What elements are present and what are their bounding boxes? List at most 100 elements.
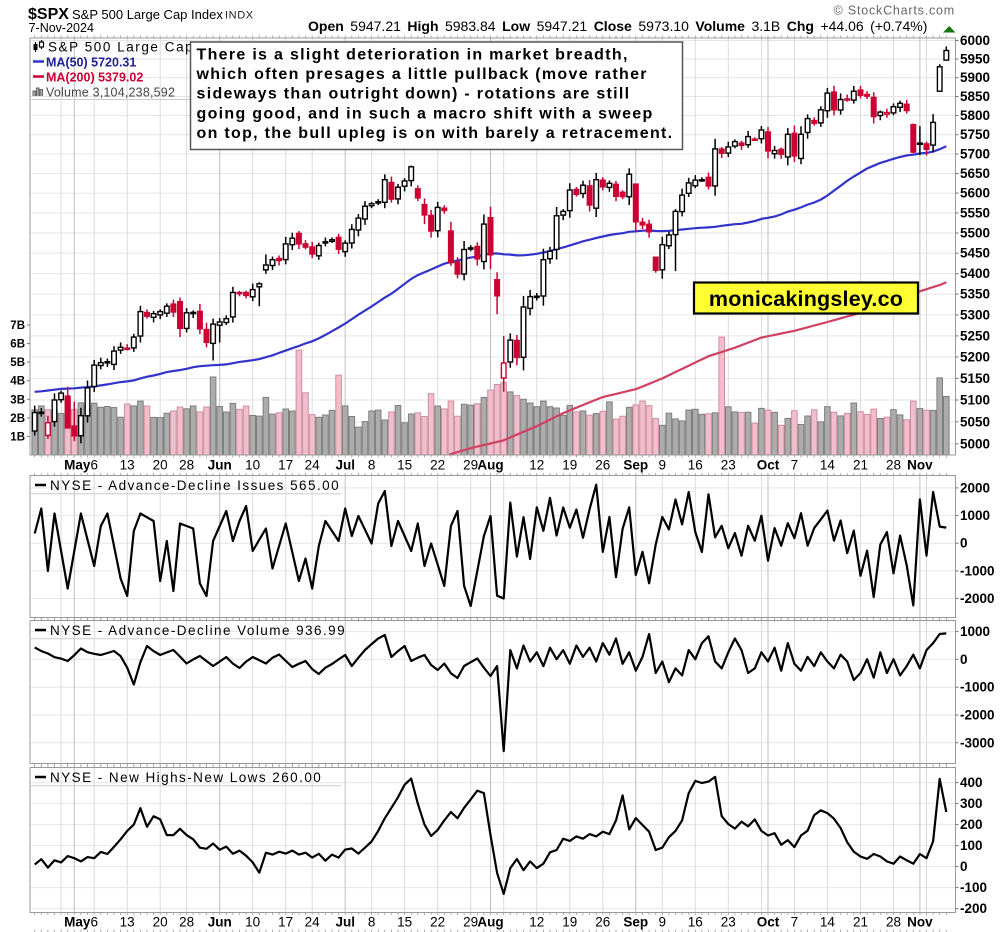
svg-text:29: 29 bbox=[463, 915, 478, 930]
svg-text:6: 6 bbox=[90, 915, 98, 930]
svg-text:24: 24 bbox=[305, 915, 321, 930]
svg-text:5000: 5000 bbox=[960, 436, 990, 451]
svg-text:10: 10 bbox=[245, 458, 260, 473]
svg-text:5600: 5600 bbox=[960, 186, 990, 201]
svg-text:5650: 5650 bbox=[960, 166, 990, 181]
svg-text:5900: 5900 bbox=[960, 70, 990, 85]
svg-text:0: 0 bbox=[960, 859, 968, 874]
svg-text:22: 22 bbox=[430, 458, 445, 473]
svg-text:6: 6 bbox=[90, 458, 98, 473]
svg-text:5150: 5150 bbox=[960, 371, 990, 386]
svg-text:Open 5947.21 High 5983.84 Lo: Open 5947.21 High 5983.84 Low 5947.21 Cl… bbox=[308, 18, 927, 34]
svg-text:2000: 2000 bbox=[960, 480, 990, 495]
svg-text:sideways than outright down) -: sideways than outright down) - rotations… bbox=[197, 86, 631, 103]
svg-text:© StockCharts.com: © StockCharts.com bbox=[834, 4, 955, 18]
svg-text:Jun: Jun bbox=[208, 915, 232, 930]
svg-text:17: 17 bbox=[278, 915, 293, 930]
svg-text:Jul: Jul bbox=[335, 458, 355, 473]
svg-text:5300: 5300 bbox=[960, 307, 990, 322]
svg-text:6000: 6000 bbox=[960, 33, 990, 48]
svg-text:Oct: Oct bbox=[757, 915, 780, 930]
svg-text:300: 300 bbox=[960, 796, 983, 811]
svg-text:14: 14 bbox=[820, 915, 836, 930]
svg-text:22: 22 bbox=[430, 915, 445, 930]
svg-text:15: 15 bbox=[397, 915, 412, 930]
svg-text:12: 12 bbox=[529, 458, 544, 473]
svg-text:4B: 4B bbox=[10, 376, 25, 388]
svg-text:7B: 7B bbox=[10, 320, 25, 332]
svg-text:8: 8 bbox=[368, 915, 376, 930]
svg-text:17: 17 bbox=[278, 458, 293, 473]
svg-text:5100: 5100 bbox=[960, 393, 990, 408]
svg-text:1000: 1000 bbox=[960, 508, 990, 523]
svg-text:MA(200) 5379.02: MA(200) 5379.02 bbox=[46, 71, 143, 85]
svg-text:5450: 5450 bbox=[960, 246, 990, 261]
svg-text:$SPX: $SPX bbox=[28, 6, 69, 23]
svg-text:21: 21 bbox=[853, 458, 868, 473]
svg-text:9: 9 bbox=[659, 458, 667, 473]
svg-text:There is a slight deterioratio: There is a slight deterioration in marke… bbox=[197, 47, 629, 64]
svg-text:Aug: Aug bbox=[477, 458, 503, 473]
svg-text:26: 26 bbox=[595, 915, 610, 930]
svg-text:24: 24 bbox=[305, 458, 321, 473]
svg-text:28: 28 bbox=[886, 458, 901, 473]
svg-text:19: 19 bbox=[562, 915, 577, 930]
svg-text:200: 200 bbox=[960, 817, 983, 832]
svg-text:-200: -200 bbox=[960, 901, 987, 916]
svg-text:2B: 2B bbox=[10, 413, 25, 425]
svg-text:INDX: INDX bbox=[225, 10, 254, 22]
svg-text:5400: 5400 bbox=[960, 266, 990, 281]
svg-text:5850: 5850 bbox=[960, 89, 990, 104]
svg-text:12: 12 bbox=[529, 915, 544, 930]
svg-text:5200: 5200 bbox=[960, 350, 990, 365]
svg-text:monicakingsley.co: monicakingsley.co bbox=[709, 287, 903, 311]
svg-text:Nov: Nov bbox=[907, 915, 933, 930]
svg-text:13: 13 bbox=[120, 915, 135, 930]
svg-text:S&P 500 Large Cap In: S&P 500 Large Cap In bbox=[48, 40, 214, 55]
svg-text:Volume 3,104,238,592: Volume 3,104,238,592 bbox=[46, 86, 175, 100]
svg-text:29: 29 bbox=[463, 458, 478, 473]
svg-text:14: 14 bbox=[820, 458, 836, 473]
svg-text:on top, the bull upleg is on w: on top, the bull upleg is on with barely… bbox=[197, 125, 674, 142]
svg-text:5750: 5750 bbox=[960, 127, 990, 142]
svg-text:26: 26 bbox=[595, 458, 610, 473]
svg-text:7: 7 bbox=[791, 458, 799, 473]
svg-text:0: 0 bbox=[960, 652, 968, 667]
svg-text:9: 9 bbox=[659, 915, 667, 930]
svg-text:-1000: -1000 bbox=[960, 680, 995, 695]
svg-text:1B: 1B bbox=[10, 431, 25, 443]
svg-text:Aug: Aug bbox=[477, 915, 503, 930]
svg-text:5950: 5950 bbox=[960, 52, 990, 67]
svg-text:Nov: Nov bbox=[907, 458, 933, 473]
svg-text:NYSE - New Highs-New Lows 260.: NYSE - New Highs-New Lows 260.00 bbox=[50, 770, 322, 785]
svg-text:5800: 5800 bbox=[960, 108, 990, 123]
svg-text:13: 13 bbox=[120, 458, 135, 473]
svg-text:S&P 500 Large Cap Index: S&P 500 Large Cap Index bbox=[72, 7, 223, 22]
svg-text:MA(50) 5720.31: MA(50) 5720.31 bbox=[46, 56, 136, 70]
svg-text:going good, and in such a macr: going good, and in such a macro shift wi… bbox=[197, 105, 654, 122]
svg-text:5700: 5700 bbox=[960, 147, 990, 162]
svg-text:8: 8 bbox=[368, 458, 376, 473]
svg-text:15: 15 bbox=[397, 458, 412, 473]
svg-text:Jul: Jul bbox=[335, 915, 355, 930]
svg-text:23: 23 bbox=[721, 458, 736, 473]
svg-text:10: 10 bbox=[245, 915, 260, 930]
svg-text:21: 21 bbox=[853, 915, 868, 930]
svg-text:28: 28 bbox=[179, 915, 194, 930]
svg-text:Jun: Jun bbox=[208, 458, 232, 473]
svg-text:-100: -100 bbox=[960, 880, 987, 895]
svg-text:May: May bbox=[64, 915, 91, 930]
svg-text:23: 23 bbox=[721, 915, 736, 930]
svg-text:-2000: -2000 bbox=[960, 591, 995, 606]
svg-text:-1000: -1000 bbox=[960, 563, 995, 578]
svg-text:16: 16 bbox=[688, 915, 703, 930]
svg-text:5050: 5050 bbox=[960, 414, 990, 429]
svg-text:5350: 5350 bbox=[960, 287, 990, 302]
svg-text:28: 28 bbox=[886, 915, 901, 930]
svg-text:1000: 1000 bbox=[960, 624, 990, 639]
svg-text:Sep: Sep bbox=[623, 915, 648, 930]
svg-text:100: 100 bbox=[960, 838, 983, 853]
svg-text:16: 16 bbox=[688, 458, 703, 473]
svg-text:19: 19 bbox=[562, 458, 577, 473]
svg-text:5B: 5B bbox=[10, 357, 25, 369]
